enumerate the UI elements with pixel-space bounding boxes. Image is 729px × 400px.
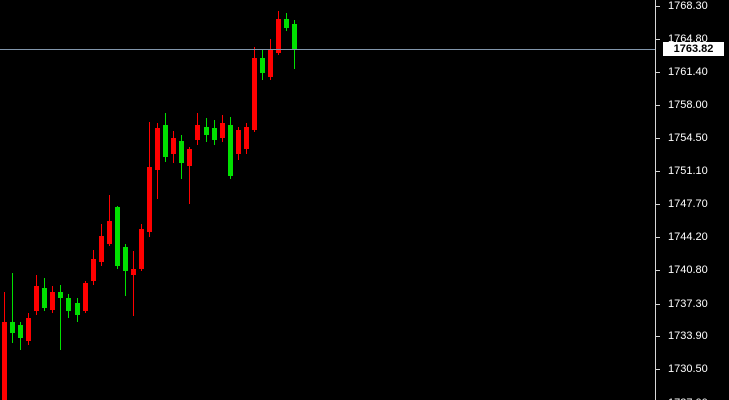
candle-down: [163, 125, 168, 158]
candle-up: [139, 229, 144, 269]
candle-up: [187, 149, 192, 166]
axis-tick-label: 1761.40: [668, 65, 708, 78]
axis-tick-label: 1730.50: [668, 363, 708, 376]
axis-tick-label: 1754.50: [668, 132, 708, 145]
candle-up: [244, 127, 249, 150]
candle-up: [91, 259, 96, 282]
axis-tick-mark: [655, 237, 660, 239]
axis-tick-mark: [655, 5, 660, 7]
current-price-line: [0, 48, 655, 50]
candle-down: [58, 291, 63, 299]
axis-tick-mark: [655, 170, 660, 172]
candle-down: [66, 298, 71, 311]
candle-down: [123, 246, 128, 271]
axis-tick-mark: [655, 104, 660, 106]
candle-down: [10, 321, 15, 334]
candle-down: [179, 140, 184, 163]
candle-up: [252, 57, 257, 131]
candle-wick: [60, 284, 61, 351]
candle-down: [18, 325, 23, 338]
candle-up: [276, 18, 281, 54]
candle-up: [268, 50, 273, 78]
axis-tick-mark: [655, 303, 660, 305]
axis-tick-label: 1758.00: [668, 98, 708, 111]
axis-tick-label: 1751.10: [668, 164, 708, 177]
candle-up: [34, 285, 39, 311]
axis-tick-mark: [655, 336, 660, 338]
candle-down: [292, 24, 297, 50]
axis-tick-mark: [655, 138, 660, 140]
current-price-tag: 1763.82: [663, 42, 724, 57]
candle-up: [155, 128, 160, 170]
candle-up: [99, 235, 104, 262]
candle-up: [107, 220, 112, 244]
candle-wick: [189, 147, 190, 205]
axis-tick-label: 1727.00: [668, 397, 708, 400]
axis-tick-label: 1737.30: [668, 297, 708, 310]
axis-tick-mark: [655, 203, 660, 205]
current-price-value: 1763.82: [673, 43, 714, 56]
candle-up: [195, 125, 200, 140]
axis-tick-mark: [655, 71, 660, 73]
candle-up: [50, 291, 55, 310]
candle-up: [2, 321, 7, 400]
candle-up: [236, 130, 241, 155]
candle-up: [83, 283, 88, 311]
axis-tick-label: 1733.90: [668, 330, 708, 343]
axis-tick-label: 1740.80: [668, 264, 708, 277]
candle-wick: [133, 251, 134, 316]
candle-up: [26, 317, 31, 341]
chart-plot-area[interactable]: [0, 0, 655, 400]
candle-down: [115, 207, 120, 266]
candle-down: [204, 127, 209, 135]
candle-up: [147, 166, 152, 233]
axis-tick-mark: [655, 270, 660, 272]
candle-down: [260, 57, 265, 74]
candle-down: [228, 125, 233, 177]
price-axis[interactable]: 1768.30 1764.80 1761.40 1758.00 1754.50 1751.…: [655, 0, 729, 400]
price-axis-border-line: [655, 0, 656, 400]
axis-tick-label: 1747.70: [668, 197, 708, 210]
candle-up: [220, 123, 225, 138]
candle-wick: [12, 273, 13, 343]
candle-down: [75, 303, 80, 315]
candle-down: [284, 18, 289, 29]
axis-tick-mark: [655, 369, 660, 371]
axis-tick-label: 1744.20: [668, 231, 708, 244]
candle-down: [212, 128, 217, 140]
candle-down: [42, 287, 47, 309]
candle-up: [171, 137, 176, 155]
candle-up: [131, 268, 136, 276]
axis-tick-label: 1768.30: [668, 0, 708, 12]
axis-tick-mark: [655, 39, 660, 41]
